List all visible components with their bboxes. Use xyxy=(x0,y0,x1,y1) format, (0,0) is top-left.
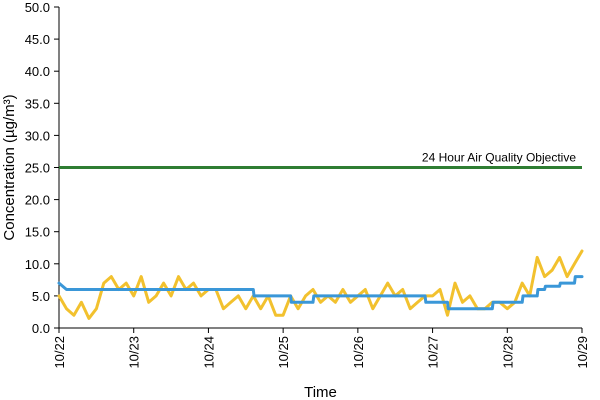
series-lines xyxy=(57,249,584,320)
x-tick-label: 10/26 xyxy=(351,336,366,369)
y-tick-label: 10.0 xyxy=(25,257,50,272)
y-tick-label: 50.0 xyxy=(25,0,50,15)
x-tick-label: 10/25 xyxy=(276,336,291,369)
y-tick-label: 25.0 xyxy=(25,161,50,176)
x-tick-label: 10/28 xyxy=(500,336,515,369)
x-tick-label: 10/27 xyxy=(426,336,441,369)
y-tick-label: 15.0 xyxy=(25,225,50,240)
y-tick-label: 35.0 xyxy=(25,96,50,111)
x-tick-label: 10/22 xyxy=(52,336,67,369)
y-tick-label: 40.0 xyxy=(25,64,50,79)
x-axis-title: Time xyxy=(304,384,337,400)
x-tick-label: 10/29 xyxy=(575,336,590,369)
y-tick-label: 0.0 xyxy=(32,321,50,336)
x-axis: 10/22 10/23 10/24 10/25 10/26 10/27 10/28 10/29 xyxy=(52,327,590,369)
rolling-series-line xyxy=(57,275,584,311)
y-tick-label: 5.0 xyxy=(32,289,50,304)
y-tick-label: 45.0 xyxy=(25,32,50,47)
y-axis: 0.0 5.0 10.0 15.0 20.0 25.0 30.0 35.0 40.0 45.0 50… xyxy=(25,0,60,336)
reference-lines: 24 Hour Air Quality Objective xyxy=(59,151,582,169)
x-tick-label: 10/23 xyxy=(127,336,142,369)
hourly-series-line xyxy=(57,249,584,320)
y-tick-label: 20.0 xyxy=(25,193,50,208)
y-axis-title: Concentration (µg/m³) xyxy=(1,94,18,240)
air-quality-objective-label: 24 Hour Air Quality Objective xyxy=(422,151,576,165)
x-tick-label: 10/24 xyxy=(201,336,216,369)
y-tick-label: 30.0 xyxy=(25,128,50,143)
